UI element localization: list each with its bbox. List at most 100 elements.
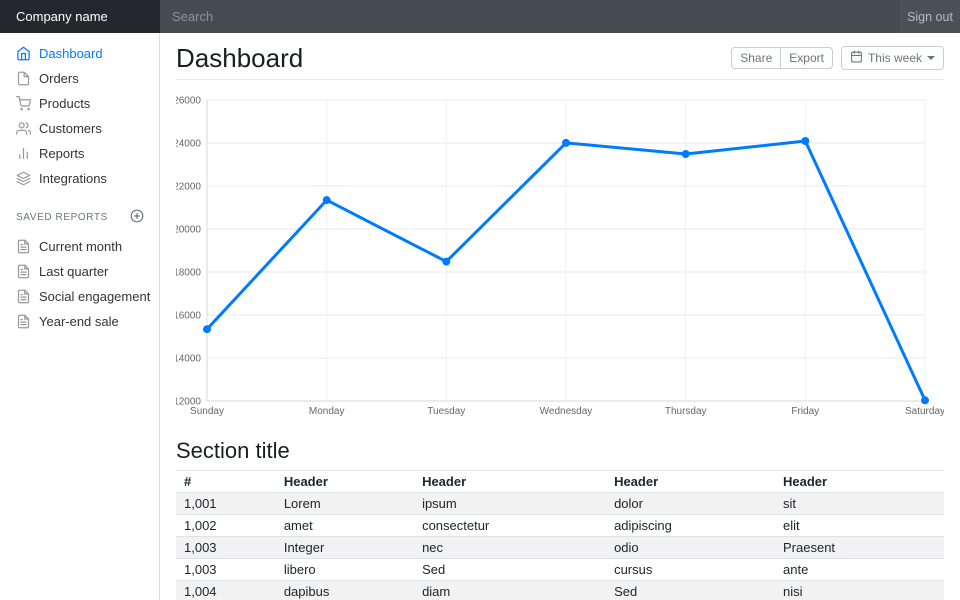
table-row: 1,003 libero Sed cursus ante — [176, 558, 944, 581]
table-cell: 1,002 — [176, 514, 276, 537]
saved-reports-heading: SAVED REPORTS — [16, 212, 108, 223]
svg-text:Wednesday: Wednesday — [540, 406, 593, 417]
saved-reports-header: SAVED REPORTS — [0, 191, 160, 234]
table-cell: consectetur — [414, 514, 607, 537]
sidebar-item-label: Reports — [39, 146, 85, 161]
svg-text:Tuesday: Tuesday — [427, 406, 465, 417]
sidebar: Dashboard Orders Products Customers Reports I… — [0, 33, 160, 600]
sidebar-item-social-engagement[interactable]: Social engagement — [0, 284, 160, 309]
file-text-icon — [16, 264, 31, 279]
table-header-cell: Header — [606, 470, 776, 493]
table-cell: elit — [775, 514, 944, 537]
export-button[interactable]: Export — [780, 47, 833, 69]
sidebar-item-products[interactable]: Products — [0, 91, 160, 116]
saved-reports-list: Current month Last quarter Social engageme… — [0, 234, 160, 334]
table-header-cell: Header — [414, 470, 607, 493]
shopping-cart-icon — [16, 96, 31, 111]
section-title: Section title — [176, 438, 290, 463]
table-body: 1,001 Lorem ipsum dolor sit 1,002 amet consecte… — [176, 492, 944, 600]
home-icon — [16, 46, 31, 61]
plus-circle-icon — [130, 209, 144, 226]
search-input[interactable] — [160, 0, 900, 33]
svg-text:Monday: Monday — [309, 406, 345, 417]
sidebar-item-label: Products — [39, 96, 91, 111]
table-cell: adipiscing — [606, 514, 776, 537]
table-cell: 1,001 — [184, 496, 217, 511]
table-cell: libero — [275, 558, 415, 581]
table-cell: cursus — [606, 558, 776, 581]
table-cell: amet — [275, 514, 415, 537]
table-header-cell: # — [176, 470, 276, 493]
caret-down-icon — [927, 56, 935, 60]
file-icon — [16, 71, 31, 86]
table-row: 1,003 Integer nec odio Praesent — [176, 536, 944, 559]
calendar-icon — [850, 50, 863, 66]
page-title: Dashboard — [176, 43, 304, 73]
sidebar-item-integrations[interactable]: Integrations — [0, 166, 160, 191]
table-cell: nisi — [775, 580, 944, 600]
sidebar-item-dashboard[interactable]: Dashboard — [0, 41, 160, 66]
signout-link[interactable]: Sign out — [900, 0, 960, 33]
svg-text:22000: 22000 — [176, 182, 201, 193]
sidebar-item-label: Last quarter — [39, 264, 109, 279]
toolbar: Share Export This week — [731, 46, 944, 70]
sidebar-item-orders[interactable]: Orders — [0, 66, 160, 91]
table-cell: ante — [775, 558, 944, 581]
bar-chart-2-icon — [16, 146, 31, 161]
users-icon — [16, 121, 31, 136]
sidebar-item-label: Year-end sale — [39, 314, 119, 329]
table-row: 1,004 dapibus diam Sed nisi — [176, 580, 944, 600]
page-header: Dashboard Share Export This week — [176, 33, 944, 80]
sidebar-nav-list: Dashboard Orders Products Customers Reports I… — [0, 41, 160, 191]
sidebar-item-customers[interactable]: Customers — [0, 116, 160, 141]
svg-text:18000: 18000 — [176, 268, 201, 279]
sidebar-item-label: Social engagement — [39, 289, 151, 304]
table-cell: dapibus — [275, 580, 415, 600]
svg-text:14000: 14000 — [176, 354, 201, 365]
table-cell: Sed — [414, 558, 607, 581]
table-cell: diam — [414, 580, 607, 600]
main-content: Dashboard Share Export This week 26000 24… — [160, 0, 960, 600]
sidebar-item-reports[interactable]: Reports — [0, 141, 160, 166]
top-navbar: Company name Sign out — [0, 0, 960, 33]
svg-text:12000: 12000 — [176, 397, 201, 408]
table-cell: 1,003 — [176, 536, 276, 559]
svg-text:Saturday: Saturday — [905, 406, 944, 417]
sidebar-item-label: Customers — [39, 121, 102, 136]
sidebar-item-current-month[interactable]: Current month — [0, 234, 160, 259]
sidebar-item-last-quarter[interactable]: Last quarter — [0, 259, 160, 284]
sidebar-item-label: Current month — [39, 239, 123, 254]
table-cell: Integer — [275, 536, 415, 559]
svg-text:Thursday: Thursday — [665, 406, 707, 417]
table-cell: odio — [606, 536, 776, 559]
sidebar-item-label: Dashboard — [39, 46, 103, 61]
table-cell: Praesent — [775, 536, 944, 559]
svg-text:16000: 16000 — [176, 311, 201, 322]
add-report-button[interactable] — [130, 209, 144, 226]
table-header-cell: Header — [275, 470, 415, 493]
sidebar-item-year-end-sale[interactable]: Year-end sale — [0, 309, 160, 334]
table-cell: Lorem — [283, 496, 321, 511]
share-button[interactable]: Share — [731, 47, 782, 69]
table-row: 1,002 amet consectetur adipiscing elit — [176, 514, 944, 537]
svg-text:Friday: Friday — [791, 406, 819, 417]
layers-icon — [16, 171, 31, 186]
table-header-cell: Header — [775, 470, 944, 493]
table-header: # Header Header Header Header — [176, 470, 944, 493]
table-cell: Sed — [606, 580, 776, 600]
file-text-icon — [16, 314, 31, 329]
file-text-icon — [16, 239, 31, 254]
table-cell: ipsum — [422, 496, 457, 511]
week-selector-button[interactable]: This week — [840, 46, 944, 70]
share-export-group: Share Export — [731, 47, 833, 69]
svg-text:26000: 26000 — [176, 96, 201, 107]
table-cell: dolor — [614, 496, 643, 511]
table-row: 1,001 Lorem ipsum dolor sit — [176, 492, 944, 515]
sidebar-item-label: Integrations — [39, 171, 107, 186]
table-cell: nec — [414, 536, 607, 559]
svg-text:24000: 24000 — [176, 139, 201, 150]
table-cell: 1,003 — [176, 558, 276, 581]
